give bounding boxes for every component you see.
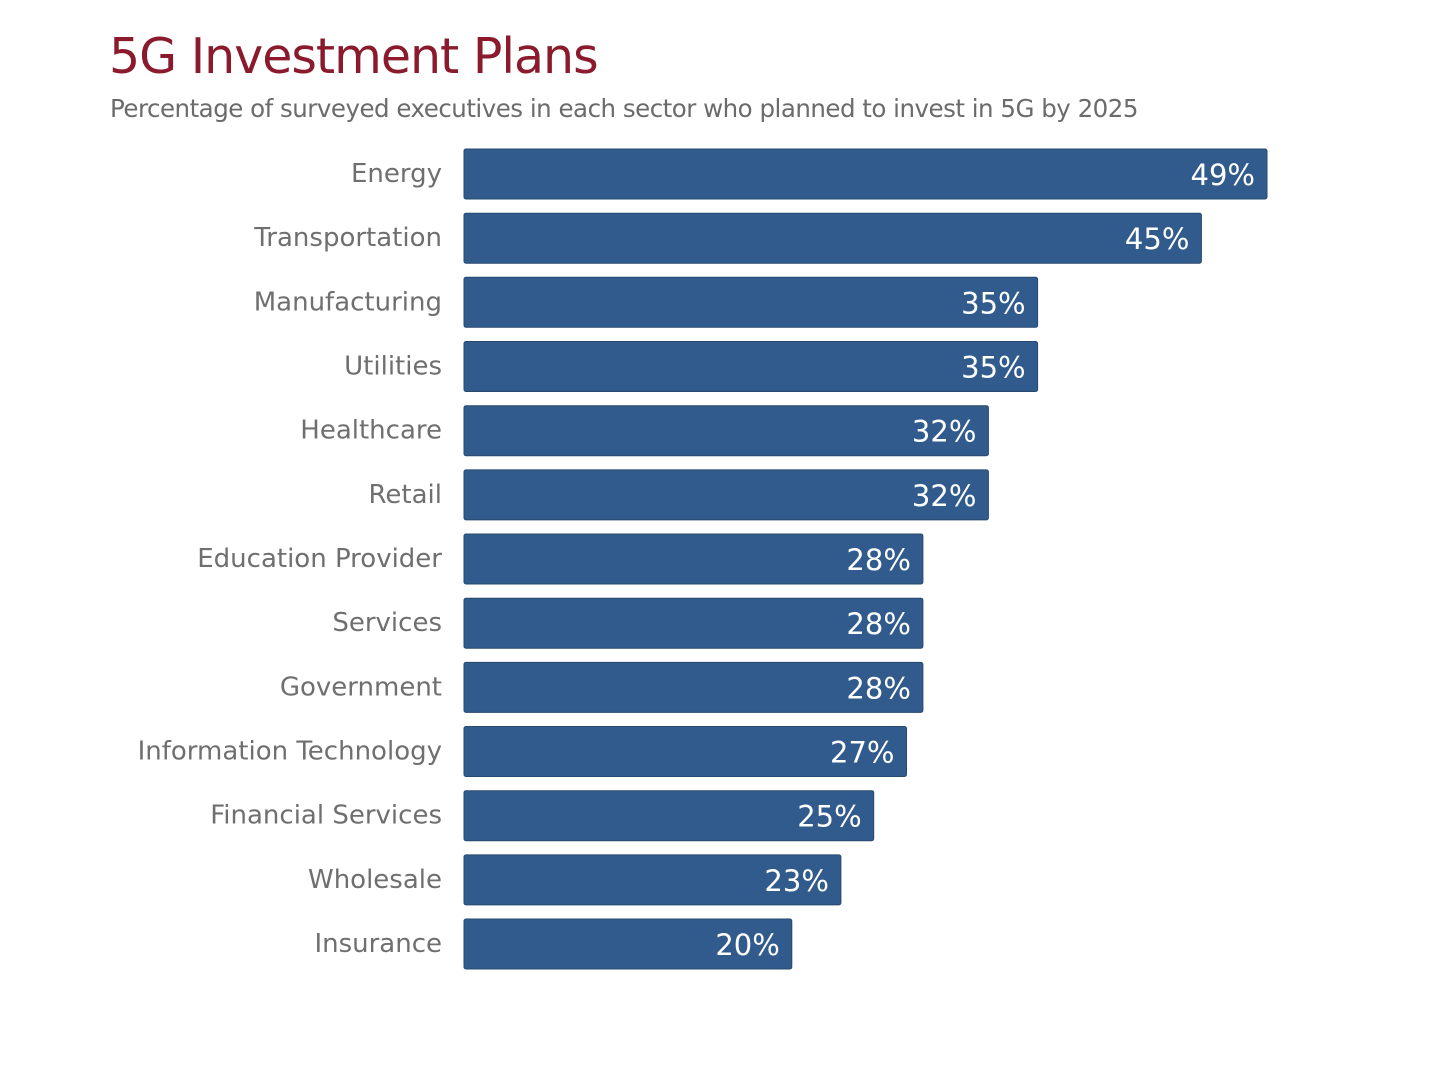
category-label: Information Technology [138,737,442,767]
value-label: 25% [797,800,861,834]
chart-title: 5G Investment Plans [109,28,599,85]
category-label: Manufacturing [254,287,442,317]
bar [463,469,989,521]
bar-group: Retail 32% [369,469,989,521]
bar [463,533,924,585]
category-label: Education Provider [197,544,442,574]
bar-group: Education Provider 28% [197,533,924,585]
bar-group: Government 28% [280,661,924,713]
value-label: 35% [961,351,1025,385]
bar [463,276,1039,328]
bar-group: Transportation 45% [253,212,1202,264]
category-label: Energy [351,159,442,189]
bar [463,597,924,649]
category-label: Retail [369,480,442,510]
value-label: 28% [846,543,910,577]
value-label: 32% [912,415,976,449]
value-label: 49% [1191,158,1255,192]
value-label: 27% [830,736,894,770]
category-label: Utilities [344,352,442,382]
bars-layer: Energy 49% Transportation 45% Manufacturing 3… [138,148,1268,970]
value-label: 32% [912,479,976,513]
bar-group: Manufacturing 35% [254,276,1039,328]
category-label: Transportation [253,223,442,253]
bar-group: Services 28% [332,597,924,649]
bar [463,212,1202,264]
category-label: Services [332,608,442,638]
bar-group: Utilities 35% [344,341,1039,392]
bar [463,918,793,970]
bar-group: Healthcare 32% [300,405,989,457]
bar-group: Wholesale 23% [308,854,842,906]
category-label: Government [280,672,442,702]
category-label: Insurance [314,929,442,959]
bar [463,148,1268,200]
category-label: Wholesale [308,865,442,895]
bar [463,661,924,713]
category-label: Financial Services [210,801,442,831]
bar [463,790,875,842]
bar-group: Energy 49% [351,148,1268,200]
category-label: Healthcare [300,416,442,446]
bar [463,854,842,906]
bar-group: Financial Services 25% [210,790,875,842]
value-label: 45% [1125,222,1189,256]
value-label: 35% [961,286,1025,320]
bar-group: Insurance 20% [314,918,793,970]
value-label: 23% [764,864,828,898]
chart-subtitle: Percentage of surveyed executives in eac… [110,94,1138,123]
value-label: 28% [846,607,910,641]
value-label: 20% [715,928,779,962]
bar [463,405,989,457]
bar-group: Information Technology 27% [138,726,907,777]
bar [463,726,907,777]
bar [463,341,1039,392]
value-label: 28% [846,671,910,705]
